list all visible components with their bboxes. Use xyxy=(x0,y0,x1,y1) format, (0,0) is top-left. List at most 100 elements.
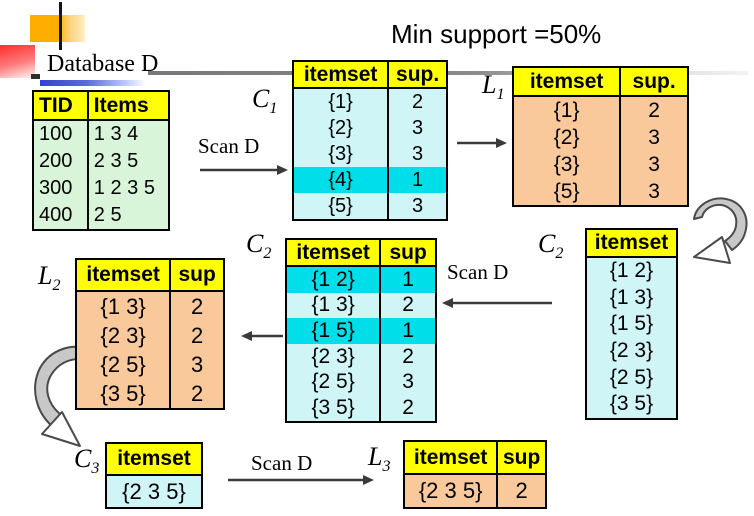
label-l1: L1 xyxy=(482,70,504,104)
min-support-title: Min support =50% xyxy=(391,19,602,49)
table-cell: {3} xyxy=(513,151,621,178)
scan-d-arrow-right-icon xyxy=(200,165,288,175)
table-row: {3 5} 2 xyxy=(286,394,436,422)
label-l1-base: L xyxy=(482,70,497,99)
table-row: {1 3} 2 xyxy=(286,292,436,319)
column-header: itemset xyxy=(286,239,381,267)
table-cell: {3} xyxy=(293,141,389,167)
table-row: {1} 2 xyxy=(513,96,688,124)
table-cell: 2 xyxy=(169,379,224,409)
table-cell: 3 xyxy=(619,124,688,151)
label-c1-base: C xyxy=(252,84,270,113)
table-cell: 400 xyxy=(33,202,88,230)
table-cell: {1 5} xyxy=(586,311,677,338)
table-cell: 1 xyxy=(379,266,436,293)
column-header: itemset xyxy=(404,441,498,475)
label-l2-sub: 2 xyxy=(52,277,61,295)
table-row: {4} 1 xyxy=(293,167,447,193)
label-c2-sub: 2 xyxy=(263,245,272,263)
header-row: itemset xyxy=(106,443,202,476)
scan-d-arrow-right-bottom-icon xyxy=(228,475,374,485)
table-cell: 2 xyxy=(496,474,546,508)
column-header: sup xyxy=(496,441,546,475)
table-row: {1 5} xyxy=(586,311,677,338)
dash-decoration xyxy=(31,74,40,79)
table-cell: 300 xyxy=(33,175,88,202)
header-row: itemset sup xyxy=(404,441,546,475)
table-cell: 3 xyxy=(379,369,436,395)
table-cell: {2 3} xyxy=(286,343,381,370)
table-row: {1 5} 1 xyxy=(286,318,436,344)
table-row: {5} 3 xyxy=(513,178,688,206)
table-row: {2} 3 xyxy=(513,124,688,151)
database-table: TID Items 100 1 3 4 200 2 3 5 300 1 2 3 5 400 2 5 xyxy=(32,90,170,231)
table-row: {2 3} 2 xyxy=(286,343,436,370)
table-cell: 2 5 xyxy=(86,202,169,230)
horizontal-rule xyxy=(148,71,748,75)
table-cell: 3 xyxy=(169,350,224,379)
c3-candidate-table: itemset {2 3 5} xyxy=(105,442,203,509)
table-cell: 2 xyxy=(379,394,436,422)
column-header: sup. xyxy=(387,61,447,89)
label-c3-sub: 3 xyxy=(91,460,100,478)
table-row: {3} 3 xyxy=(513,151,688,178)
table-cell: {1} xyxy=(293,88,389,115)
label-l3-sub: 3 xyxy=(382,458,391,476)
label-c2-middle: C2 xyxy=(246,229,271,263)
c2-count-table: itemset sup {1 2} 1 {1 3} 2 {1 5} 1 {2 3} 2 {2 5} 3… xyxy=(285,238,437,423)
table-cell: {3 5} xyxy=(286,394,381,422)
table-row: {2 3} xyxy=(586,337,677,365)
table-row: {3} 3 xyxy=(293,141,447,167)
table-cell: {1 3} xyxy=(286,292,381,319)
table-row: {2} 3 xyxy=(293,115,447,141)
table-cell: 3 xyxy=(619,178,688,206)
table-cell: {3 5} xyxy=(76,379,171,409)
blue-underline-decoration xyxy=(40,80,146,86)
vertical-line-decoration xyxy=(59,2,62,50)
table-cell: 2 xyxy=(387,88,447,115)
scan-d-label-1: Scan D xyxy=(198,134,260,158)
table-cell: {2 3} xyxy=(586,337,677,365)
table-cell: {2 3 5} xyxy=(404,474,498,508)
scan-d-label-2: Scan D xyxy=(447,260,509,284)
table-row: {3 5} 2 xyxy=(76,379,224,409)
l3-frequent-table: itemset sup {2 3 5} 2 xyxy=(403,440,547,509)
table-cell: 2 xyxy=(169,321,224,350)
scan-d-label-3: Scan D xyxy=(251,451,313,475)
table-cell: {2 5} xyxy=(76,350,171,379)
l2-frequent-table: itemset sup {1 3} 2 {2 3} 2 {2 5} 3 {3 5} 2 xyxy=(75,258,225,410)
label-l3: L3 xyxy=(368,442,390,476)
scan-d-arrow-left-icon xyxy=(442,298,552,308)
column-header: itemset xyxy=(586,229,677,258)
table-cell: 2 xyxy=(169,291,224,321)
table-cell: {1 3} xyxy=(76,291,171,321)
table-cell: {1 5} xyxy=(286,318,381,344)
table-row: 100 1 3 4 xyxy=(33,120,169,148)
label-c3-base: C xyxy=(74,444,92,473)
table-cell: 200 xyxy=(33,148,88,175)
table-row: {1} 2 xyxy=(293,88,447,115)
table-row: {1 2} xyxy=(586,257,677,285)
label-c2-base: C xyxy=(246,229,264,258)
table-cell: {2 3 5} xyxy=(106,475,202,508)
label-l1-sub: 1 xyxy=(496,86,505,104)
table-row: {2 3 5} xyxy=(106,475,202,508)
table-cell: {2} xyxy=(513,124,621,151)
table-cell: {1 2} xyxy=(286,266,381,293)
c1-to-l1-arrow-icon xyxy=(457,138,507,148)
table-cell: 3 xyxy=(387,193,447,220)
label-c2-sub: 2 xyxy=(555,245,564,263)
c1-candidate-table: itemset sup. {1} 2 {2} 3 {3} 3 {4} 1 {5} 3 xyxy=(292,60,448,221)
curved-arrow-l2-to-c3-icon xyxy=(34,345,91,447)
curved-arrow-l1-to-c2-icon xyxy=(693,197,748,264)
column-header: itemset xyxy=(513,67,621,97)
table-row: {2 3} 2 xyxy=(76,321,224,350)
table-row: {5} 3 xyxy=(293,193,447,220)
table-cell: {1 3} xyxy=(586,284,677,312)
table-cell: 2 3 5 xyxy=(86,148,169,175)
table-cell: {2} xyxy=(293,115,389,141)
table-cell: 1 3 4 xyxy=(86,120,169,148)
label-c2-right: C2 xyxy=(538,229,563,263)
red-square-decoration xyxy=(0,45,35,78)
